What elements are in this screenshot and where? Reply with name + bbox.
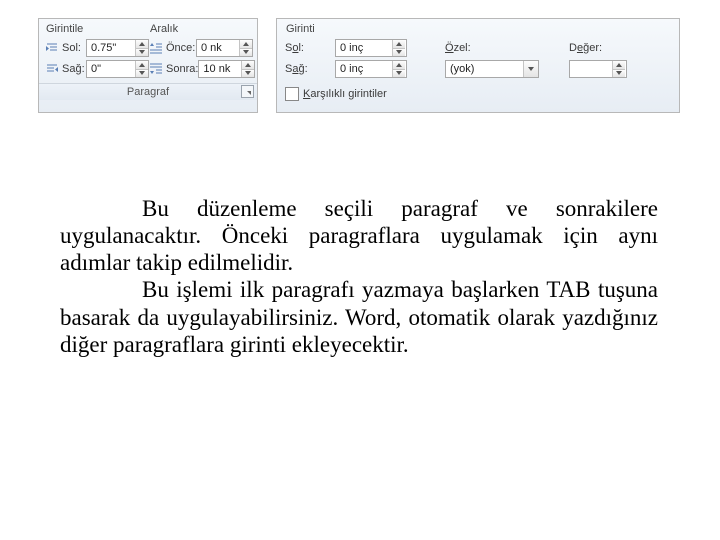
dlg-special-dropdown-btn[interactable] <box>523 61 538 77</box>
indent-left-up[interactable] <box>136 40 148 49</box>
indent-header: Girintile <box>45 23 149 35</box>
spacing-after-label: Sonra: <box>166 63 198 75</box>
indent-right-icon <box>45 62 59 76</box>
spacing-before-value[interactable]: 0 nk <box>197 42 239 54</box>
mirror-indents-label: Karşılıklı girintiler <box>303 88 387 100</box>
dlg-special-select[interactable]: (yok) <box>445 60 539 78</box>
paragraph-group-label: Paragraf <box>127 86 169 98</box>
dlg-right-label: Sağ: <box>285 63 308 75</box>
dlg-left-value[interactable]: 0 inç <box>336 42 392 54</box>
dlg-value-up[interactable] <box>613 61 625 70</box>
dlg-special-value: (yok) <box>446 63 523 75</box>
spacing-before-label: Önce: <box>166 42 196 54</box>
indent-left-down[interactable] <box>136 49 148 57</box>
dlg-right-down[interactable] <box>393 70 405 78</box>
spacing-header: Aralık <box>149 23 253 35</box>
spacing-after-down[interactable] <box>242 70 254 78</box>
paragraph-1: Bu düzenleme seçili paragraf ve sonrakil… <box>60 195 658 276</box>
indent-right-up[interactable] <box>136 61 148 70</box>
indent-dialog-section: Girinti Sol: Sağ: 0 inç <box>276 18 680 113</box>
indent-right-spinner[interactable]: 0" <box>86 60 149 78</box>
spacing-after-value[interactable]: 10 nk <box>199 63 241 75</box>
spacing-before-up[interactable] <box>240 40 252 49</box>
dialog-indent-header: Girinti <box>285 23 671 35</box>
spacing-after-spinner[interactable]: 10 nk <box>198 60 255 78</box>
dlg-value-down[interactable] <box>613 70 625 78</box>
dlg-right-spinner[interactable]: 0 inç <box>335 60 407 78</box>
indent-right-label: Sağ: <box>62 63 86 75</box>
indent-left-value[interactable]: 0.75" <box>87 42 135 54</box>
dlg-value-label: Değer: <box>569 42 602 54</box>
paragraph-2: Bu işlemi ilk paragrafı yazmaya başlarke… <box>60 276 658 357</box>
dlg-right-up[interactable] <box>393 61 405 70</box>
indent-right-value[interactable]: 0" <box>87 63 135 75</box>
indent-left-icon <box>45 41 59 55</box>
paragraph-ribbon-group: Girintile Sol: 0.75" <box>38 18 258 113</box>
dlg-left-spinner[interactable]: 0 inç <box>335 39 407 57</box>
dlg-left-down[interactable] <box>393 49 405 57</box>
dlg-special-label: Özel: <box>445 42 471 54</box>
dlg-right-value[interactable]: 0 inç <box>336 63 392 75</box>
spacing-before-spinner[interactable]: 0 nk <box>196 39 253 57</box>
spacing-before-icon <box>149 41 163 55</box>
indent-left-spinner[interactable]: 0.75" <box>86 39 149 57</box>
dlg-left-label: Sol: <box>285 42 304 54</box>
spacing-after-up[interactable] <box>242 61 254 70</box>
dlg-left-up[interactable] <box>393 40 405 49</box>
body-text: Bu düzenleme seçili paragraf ve sonrakil… <box>0 113 720 358</box>
dlg-value-spinner[interactable] <box>569 60 627 78</box>
paragraph-dialog-launcher[interactable] <box>241 85 254 98</box>
mirror-indents-checkbox[interactable] <box>285 87 299 101</box>
indent-left-label: Sol: <box>62 42 86 54</box>
spacing-after-icon <box>149 62 163 76</box>
indent-right-down[interactable] <box>136 70 148 78</box>
toolbar-row: Girintile Sol: 0.75" <box>0 0 720 113</box>
spacing-before-down[interactable] <box>240 49 252 57</box>
paragraph-group-footer: Paragraf <box>39 83 257 100</box>
